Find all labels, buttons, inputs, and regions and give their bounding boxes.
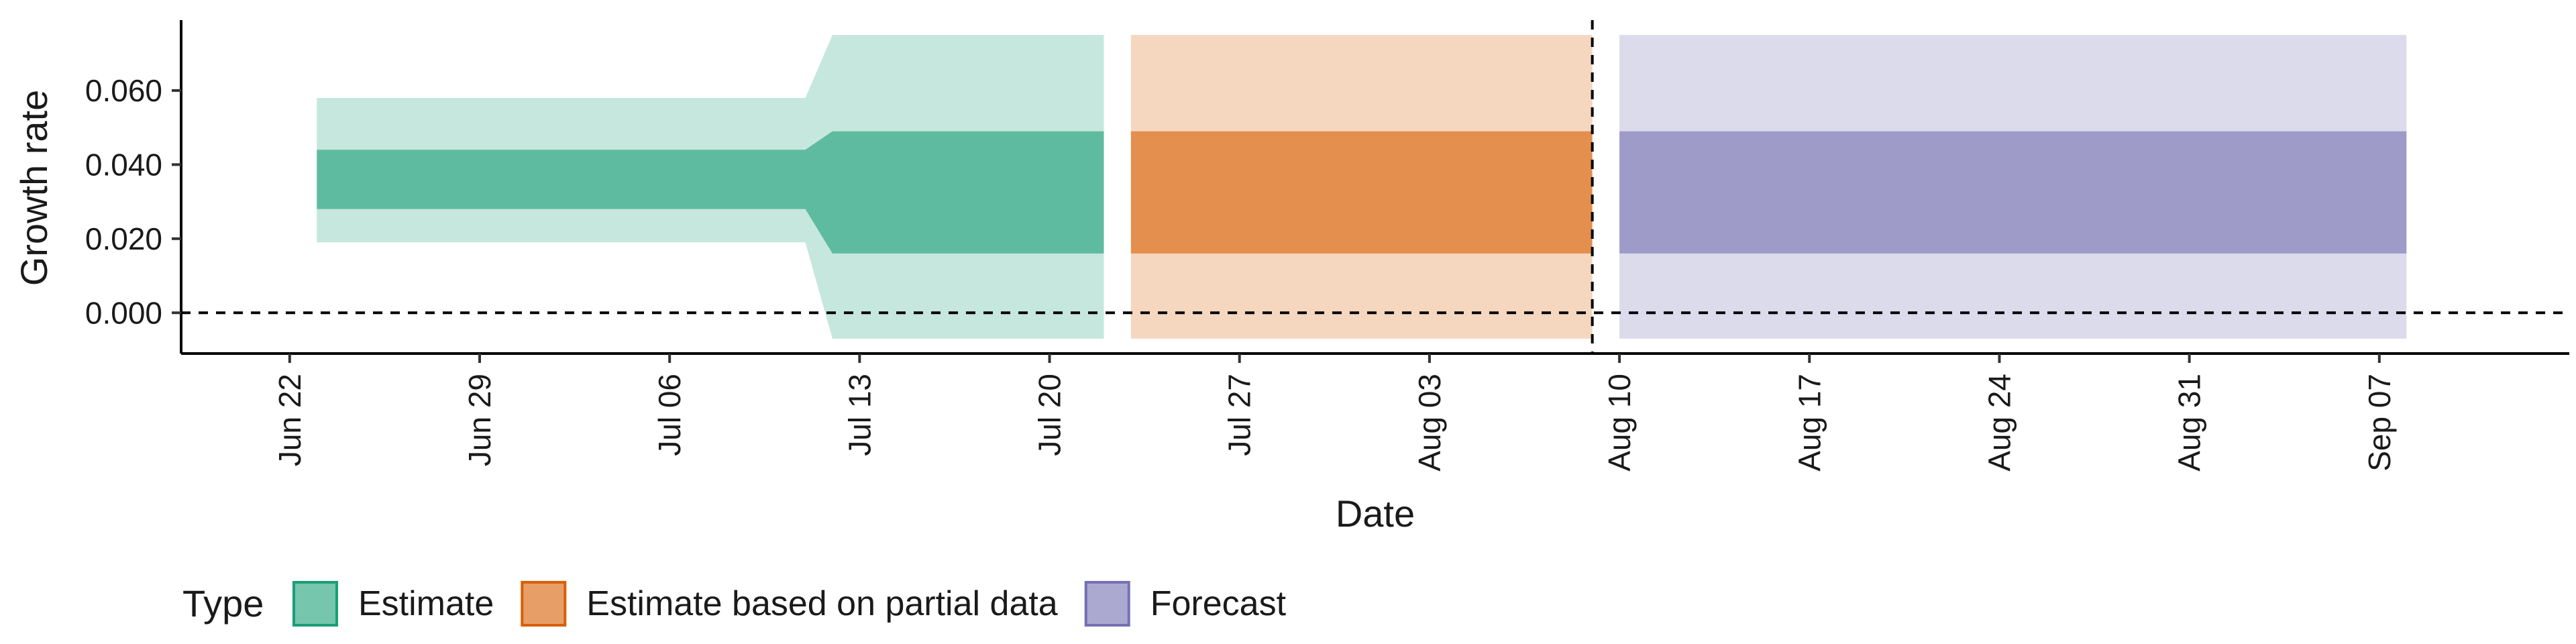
x-tick-label: Jun 22 xyxy=(272,374,307,466)
reference-lines xyxy=(181,20,2569,354)
legend-key-estimate: Estimate xyxy=(292,581,494,627)
legend: Type Estimate Estimate based on partial d… xyxy=(182,581,1287,627)
x-tick-label: Aug 03 xyxy=(1412,374,1447,472)
x-axis-title: Date xyxy=(1336,492,1415,535)
y-tick-label: 0.040 xyxy=(85,147,162,182)
legend-title: Type xyxy=(182,582,264,625)
x-tick-label: Jul 13 xyxy=(842,374,877,456)
x-tick-label: Aug 31 xyxy=(2172,374,2207,472)
x-tick-label: Jul 20 xyxy=(1032,374,1067,456)
y-tick-label: 0.020 xyxy=(85,221,162,256)
legend-label: Forecast xyxy=(1150,584,1287,623)
x-tick-label: Sep 07 xyxy=(2362,374,2397,472)
axes: 0.000 0.020 0.040 0.060 Jun 22 Jun 29 Jul 06 Ju… xyxy=(85,20,2569,472)
legend-swatch xyxy=(521,581,567,627)
forecast-inner-band xyxy=(1619,131,2407,254)
x-tick-label: Aug 10 xyxy=(1602,374,1637,472)
legend-label: Estimate xyxy=(358,584,494,623)
x-tick-label: Jul 06 xyxy=(652,374,687,456)
x-tick-label: Jun 29 xyxy=(462,374,497,466)
x-tick-label: Aug 17 xyxy=(1792,374,1827,472)
estimate-based-on-partial-data-inner-band xyxy=(1130,131,1593,254)
x-tick-label: Jul 27 xyxy=(1222,374,1257,456)
legend-key-forecast: Forecast xyxy=(1084,581,1287,627)
legend-swatch xyxy=(292,581,338,627)
legend-swatch xyxy=(1084,581,1130,627)
legend-key-estimate-based-on-partial-data: Estimate based on partial data xyxy=(521,581,1058,627)
y-axis-title: Growth rate xyxy=(13,90,55,286)
estimate-inner-band xyxy=(317,131,1104,254)
x-tick-label: Aug 24 xyxy=(1982,374,2017,472)
legend-label: Estimate based on partial data xyxy=(586,584,1058,623)
y-tick-label: 0.000 xyxy=(85,295,162,330)
y-tick-label: 0.060 xyxy=(85,73,162,108)
ribbon-layer xyxy=(317,35,2407,339)
